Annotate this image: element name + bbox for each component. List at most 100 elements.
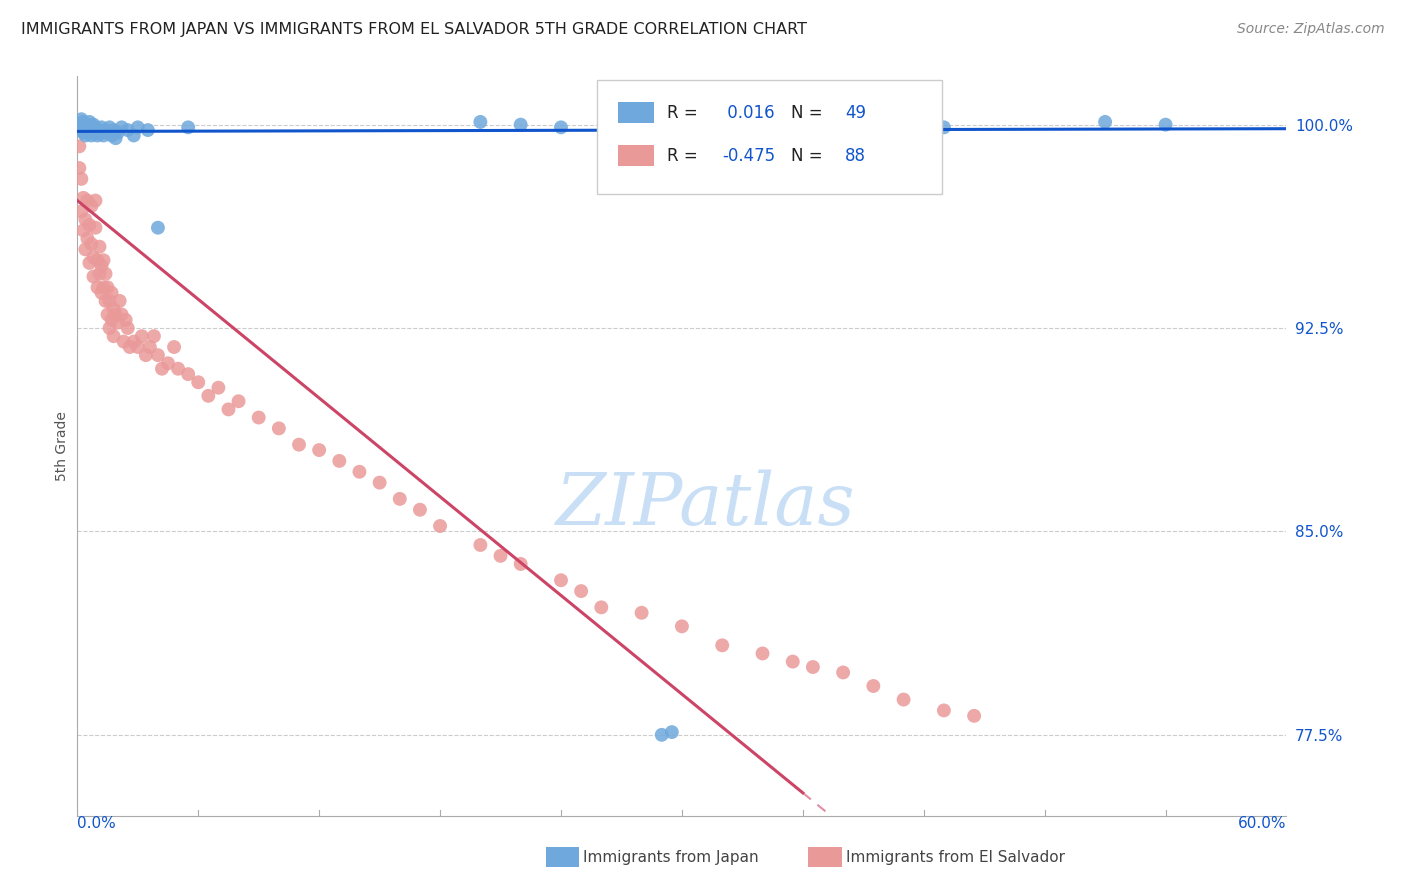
Text: N =: N =: [790, 103, 828, 122]
Point: [79, 218, 101, 232]
Text: 88: 88: [845, 147, 866, 165]
Point: [569, 584, 592, 599]
Point: [82, 269, 104, 284]
Point: [136, 123, 159, 137]
Point: [104, 131, 127, 145]
Point: [218, 402, 240, 417]
Point: [247, 410, 270, 425]
Point: [207, 381, 229, 395]
Point: [117, 123, 139, 137]
Point: [70, 172, 93, 186]
Point: [751, 647, 773, 661]
Point: [82, 123, 104, 137]
Point: [86, 128, 108, 143]
Point: [308, 443, 330, 458]
Point: [228, 394, 250, 409]
Point: [157, 356, 180, 370]
Point: [122, 334, 145, 349]
Point: [96, 126, 118, 140]
Point: [67, 120, 90, 135]
Point: [963, 709, 986, 723]
Point: [80, 236, 103, 251]
Point: [187, 376, 209, 390]
Bar: [617, 145, 654, 166]
Point: [89, 126, 111, 140]
Point: [150, 361, 173, 376]
Point: [94, 267, 117, 281]
Text: 49: 49: [845, 103, 866, 122]
Point: [509, 557, 531, 571]
Text: 0.016: 0.016: [721, 103, 775, 122]
Point: [80, 128, 103, 143]
Point: [328, 454, 350, 468]
Text: 0.0%: 0.0%: [77, 816, 117, 831]
Point: [509, 118, 531, 132]
Point: [98, 120, 121, 135]
Point: [127, 340, 149, 354]
Point: [671, 619, 693, 633]
Point: [84, 120, 107, 135]
Point: [135, 348, 157, 362]
Point: [104, 308, 127, 322]
Text: Immigrants from El Salvador: Immigrants from El Salvador: [846, 850, 1066, 864]
Point: [93, 253, 115, 268]
Point: [690, 115, 713, 129]
Text: ZIPatlas: ZIPatlas: [557, 470, 856, 541]
Point: [76, 194, 98, 208]
Point: [146, 348, 169, 362]
Point: [177, 120, 200, 135]
Point: [72, 115, 94, 129]
Point: [70, 123, 93, 137]
Point: [90, 285, 112, 300]
Point: [862, 679, 884, 693]
Point: [197, 389, 219, 403]
Point: [388, 491, 411, 506]
Point: [72, 126, 94, 140]
Point: [368, 475, 391, 490]
Point: [772, 120, 794, 135]
Point: [409, 502, 432, 516]
Point: [96, 280, 118, 294]
Point: [782, 655, 804, 669]
Point: [90, 259, 112, 273]
Point: [79, 256, 101, 270]
Point: [489, 549, 512, 563]
Point: [711, 638, 734, 652]
Point: [82, 118, 104, 132]
Point: [93, 128, 115, 143]
Text: Source: ZipAtlas.com: Source: ZipAtlas.com: [1237, 22, 1385, 37]
Point: [801, 660, 824, 674]
Point: [661, 725, 683, 739]
Point: [75, 212, 97, 227]
Point: [114, 313, 136, 327]
Point: [94, 293, 117, 308]
Point: [932, 703, 955, 717]
Point: [94, 123, 117, 137]
Point: [111, 120, 134, 135]
Point: [76, 123, 98, 137]
Point: [117, 321, 139, 335]
Point: [76, 118, 98, 132]
Point: [86, 253, 108, 268]
Text: R =: R =: [668, 147, 703, 165]
Point: [72, 191, 94, 205]
Point: [86, 123, 108, 137]
Point: [75, 243, 97, 257]
Text: 60.0%: 60.0%: [1239, 816, 1286, 831]
Point: [100, 313, 122, 327]
Text: N =: N =: [790, 147, 828, 165]
FancyBboxPatch shape: [598, 79, 942, 194]
Point: [470, 538, 492, 552]
Point: [70, 204, 93, 219]
Text: R =: R =: [668, 103, 703, 122]
Point: [1154, 118, 1177, 132]
Point: [103, 123, 125, 137]
Point: [103, 301, 125, 316]
Point: [550, 573, 572, 587]
Point: [630, 606, 652, 620]
Point: [98, 293, 121, 308]
Point: [630, 118, 652, 132]
Point: [811, 115, 834, 129]
Bar: [617, 103, 654, 123]
Point: [893, 692, 915, 706]
